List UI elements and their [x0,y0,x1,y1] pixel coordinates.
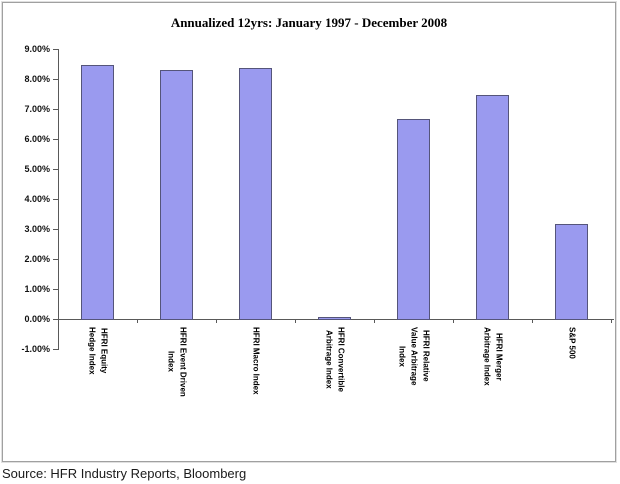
source-note: Source: HFR Industry Reports, Bloomberg [2,466,247,481]
y-tick-label: 4.00% [24,194,50,204]
bar-s-p-500 [555,224,588,320]
y-axis-tick [53,169,58,170]
x-category-label: HFRI Relative Value Arbitrage Index [397,327,431,386]
y-tick-label: 3.00% [24,224,50,234]
y-axis-tick [53,79,58,80]
y-tick-label: 0.00% [24,314,50,324]
y-tick-label: 7.00% [24,104,50,114]
chart-frame: Annualized 12yrs: January 1997 - Decembe… [1,1,617,463]
bar-hfri-event-driven-index [160,69,193,320]
x-axis-tick [532,319,533,323]
x-axis-tick [216,319,217,323]
x-axis-tick [453,319,454,323]
y-axis-tick [53,259,58,260]
plot-area: 9.00% 8.00% 7.00% 6.00% 5.00% 4.00% 3.00% 2.00%… [3,3,615,461]
x-axis-tick [611,319,612,323]
x-category-label: HFRI Event Driven Index [166,327,188,397]
x-category-label: HFRI Macro Index [251,327,261,395]
x-category-label: HFRI Convertible Arbitrage Index [324,327,346,392]
y-tick-label: 9.00% [24,44,50,54]
x-category-label: HFRI Merger Arbitrage Index [482,327,504,386]
y-axis-tick [53,289,58,290]
x-axis-tick [295,319,296,323]
y-tick-label: -1.00% [21,344,50,354]
bar-hfri-convertible-arbitrage-index [318,317,351,320]
bar-hfri-merger-arbitrage-index [476,95,509,320]
y-axis-tick [53,319,58,320]
y-tick-label: 2.00% [24,254,50,264]
x-category-label: S&P 500 [567,327,577,359]
y-axis-line [58,49,59,350]
bar-hfri-macro-index [239,68,272,320]
y-tick-label: 5.00% [24,164,50,174]
x-axis-tick [137,319,138,323]
y-tick-label: 1.00% [24,284,50,294]
y-axis-tick [53,49,58,50]
chart-title: Annualized 12yrs: January 1997 - Decembe… [170,15,448,30]
bar-hfri-relative-value-arbitrage-index [397,119,430,320]
x-axis-tick [374,319,375,323]
y-tick-label: 8.00% [24,74,50,84]
y-axis-tick [53,199,58,200]
y-axis-tick [53,349,58,350]
y-axis-tick [53,229,58,230]
bar-hfri-equity-hedge-index [81,65,114,320]
x-category-label: HFRI Equity Hedge Index [87,327,109,375]
y-tick-label: 6.00% [24,134,50,144]
y-axis-tick [53,109,58,110]
y-axis-tick [53,139,58,140]
